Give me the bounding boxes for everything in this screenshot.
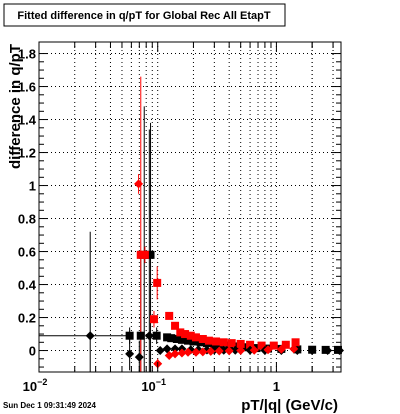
square-marker [149,315,158,324]
square-marker [227,339,236,348]
diamond-marker [289,344,299,354]
square-marker [198,335,207,343]
axis-ticks [38,42,341,372]
data-markers [85,179,345,369]
square-marker [257,341,266,350]
diamond-marker [134,179,144,189]
diamond-marker [85,331,95,341]
y-tick-label: 0.6 [18,245,36,260]
y-axis-title: difference in q/pT [7,44,24,169]
square-marker [165,311,174,320]
diamond-marker [191,347,201,357]
diamond-marker [155,346,165,356]
square-marker [236,339,245,348]
y-tick-label: 1.8 [18,47,36,62]
square-marker [189,337,198,346]
y-tick-label: 1.2 [18,146,36,161]
diamond-marker [230,345,240,355]
x-tick-label: 1 [273,379,280,394]
square-marker [184,336,193,345]
diamond-marker [263,345,273,355]
diamond-marker [323,346,333,356]
square-marker [125,331,134,340]
diamond-marker [206,346,216,356]
diamond-marker [125,349,135,359]
square-marker [136,250,145,259]
square-marker [269,341,278,350]
square-marker [153,278,162,287]
x-axis-title: pT/|q| (GeV/c) [241,397,338,414]
x-tick-exponent: −2 [37,377,47,387]
y-tick-label: 1 [29,179,36,194]
y-tick-label: 1.6 [18,80,36,95]
x-tick-exponent: −1 [156,377,166,387]
plot-frame [38,41,342,373]
square-marker [191,333,200,342]
square-marker [172,335,181,343]
square-marker [167,334,176,343]
square-marker [163,333,172,342]
diamond-marker [170,344,180,354]
y-tick-label: 1.4 [18,113,37,128]
square-marker [152,331,161,340]
diamond-marker [183,347,193,357]
y-tick-label: 0.4 [18,278,37,293]
tick-labels: 00.20.40.60.811.21.41.61.810−2 10−1 1 [18,47,280,394]
diamond-marker [224,346,234,356]
diamond-marker [170,349,180,359]
diamond-marker [198,347,208,357]
chart-title: Fitted difference in q/pT for Global Rec… [17,10,271,22]
y-tick-label: 0.2 [18,311,36,326]
square-marker [246,340,255,349]
diamond-marker [276,344,286,354]
square-marker [136,331,145,340]
diamond-marker [134,352,144,362]
square-marker [212,337,221,346]
square-marker [181,330,190,339]
y-tick-label: 0 [29,344,36,359]
square-marker [186,331,195,340]
diamond-marker [144,331,154,341]
title-box: Fitted difference in q/pT for Global Rec… [3,3,286,27]
diamond-marker [177,348,187,358]
diamond-marker [214,346,224,356]
square-marker [291,338,300,347]
title-frame [3,3,286,27]
square-marker [177,335,186,344]
square-marker [204,336,213,345]
diamond-marker [236,346,246,356]
diamond-marker [249,345,259,355]
square-marker [140,250,149,259]
square-marker [281,340,290,349]
square-marker [219,338,228,347]
square-marker [171,321,180,330]
square-marker [176,328,185,337]
square-marker [146,250,155,259]
timestamp: Sun Dec 1 09:31:49 2024 [3,401,96,410]
diamond-marker [307,346,317,356]
y-tick-label: 0.8 [18,212,36,227]
